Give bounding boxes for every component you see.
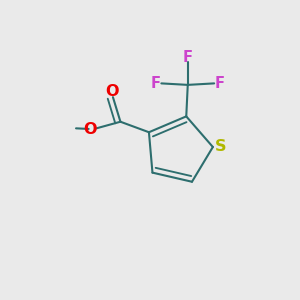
Text: F: F [151, 76, 161, 91]
Text: O: O [83, 122, 97, 137]
Text: F: F [214, 76, 225, 91]
Text: S: S [214, 140, 226, 154]
Text: F: F [183, 50, 193, 65]
Text: O: O [105, 84, 119, 99]
